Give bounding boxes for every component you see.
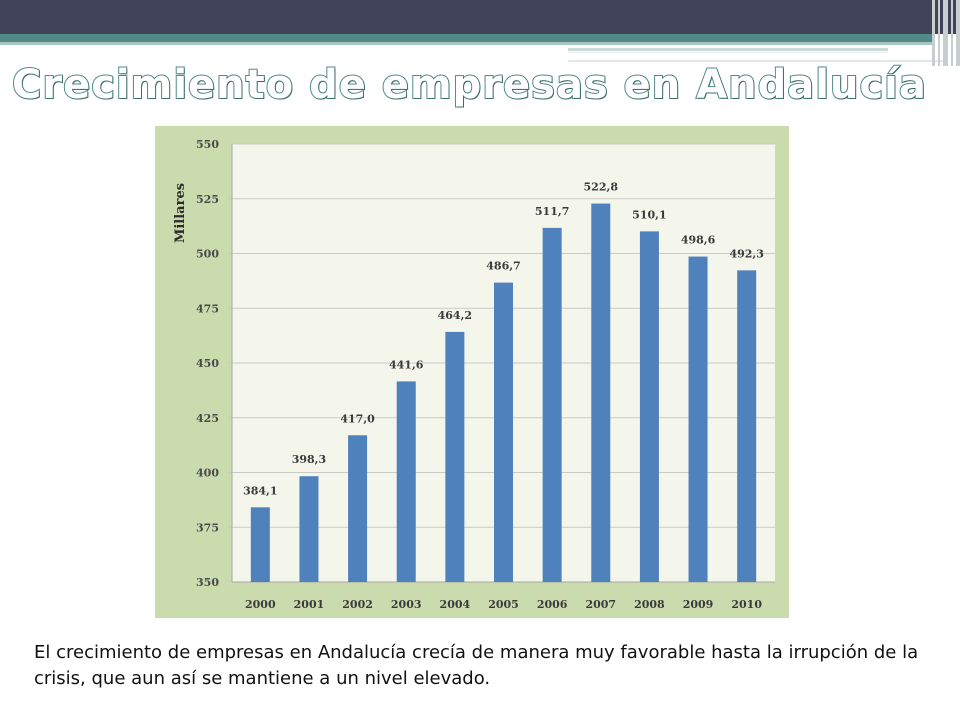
x-tick-label: 2005 [488, 598, 519, 611]
bar-value-label: 498,6 [681, 234, 716, 247]
bar [639, 231, 659, 583]
x-tick-label: 2003 [391, 598, 422, 611]
header-accent-line [568, 60, 943, 62]
bar [542, 227, 562, 582]
y-tick-label: 475 [196, 302, 219, 315]
bar-value-label: 486,7 [486, 260, 520, 273]
slide-caption: El crecimiento de empresas en Andalucía … [34, 642, 919, 689]
y-tick-label: 550 [196, 138, 219, 151]
y-tick-label: 450 [196, 357, 219, 370]
x-tick-label: 2010 [731, 598, 762, 611]
bar [348, 435, 368, 582]
bar-value-label: 384,1 [243, 484, 277, 497]
bar-value-label: 398,3 [292, 453, 326, 466]
bar [494, 282, 513, 582]
y-tick-label: 375 [196, 521, 219, 534]
bar [737, 270, 757, 582]
x-tick-label: 2009 [683, 598, 714, 611]
y-tick-label: 525 [196, 193, 219, 206]
y-tick-label: 400 [196, 467, 219, 480]
bar-chart: 350 375 400 425 450 475 500 525 550 Millares 384,1… [155, 126, 789, 618]
x-tick-label: 2007 [585, 598, 616, 611]
bar-value-label: 522,8 [584, 181, 619, 194]
x-tick-label: 2002 [342, 598, 373, 611]
x-tick-label: 2008 [634, 598, 665, 611]
x-tick-label: 2000 [245, 598, 276, 611]
bar-chart-svg: 350 375 400 425 450 475 500 525 550 Millares 384,1… [173, 138, 775, 611]
bar [688, 256, 708, 582]
bar-value-label: 492,3 [729, 247, 763, 260]
bar-value-label: 441,6 [389, 358, 424, 371]
bar [591, 203, 611, 582]
bar-value-label: 511,7 [535, 205, 569, 218]
bar-value-label: 464,2 [438, 309, 472, 322]
header-accent-line [568, 52, 888, 53]
x-tick-label: 2004 [440, 598, 471, 611]
header-dark-bar [0, 0, 960, 34]
bar [250, 507, 270, 582]
y-tick-label: 350 [196, 576, 219, 589]
y-tick-label: 425 [196, 412, 219, 425]
header-teal-bar [0, 34, 935, 42]
bar [396, 381, 416, 582]
bar [445, 331, 465, 582]
bar [299, 476, 319, 582]
slide-title: Crecimiento de empresas en Andalucía [11, 61, 927, 109]
header-corner-decoration [930, 0, 960, 66]
bar-value-label: 510,1 [632, 208, 666, 221]
x-tick-label: 2006 [537, 598, 568, 611]
y-axis-title: Millares [173, 183, 188, 243]
y-tick-label: 500 [196, 248, 219, 261]
header-teal-stripe [0, 42, 935, 45]
x-tick-label: 2001 [294, 598, 325, 611]
bar-value-label: 417,0 [340, 412, 375, 425]
header-accent-line [568, 48, 888, 51]
